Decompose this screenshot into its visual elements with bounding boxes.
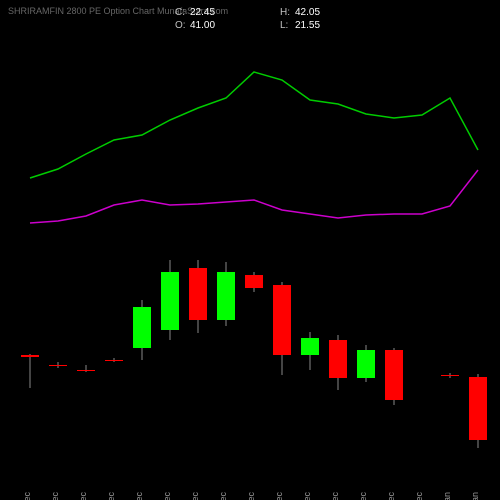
x-axis-label: 26 Dec <box>330 492 340 500</box>
candle-body <box>77 370 95 371</box>
candle-body <box>329 340 347 378</box>
x-axis-label: 24 Dec <box>302 492 312 500</box>
close-value: 22.45 <box>190 7 215 18</box>
x-axis-label: 01 Jan <box>442 492 452 500</box>
candle-body <box>441 375 459 376</box>
x-axis-label: 31 Dec <box>414 492 424 500</box>
high-value: 42.05 <box>295 7 320 18</box>
candle-body <box>217 272 235 320</box>
x-axis-label: 02 Jan <box>470 492 480 500</box>
candle-body <box>189 268 207 320</box>
x-axis-label: 06 Dec <box>106 492 116 500</box>
x-axis-label: 03 Dec <box>22 492 32 500</box>
low-label: L: <box>280 20 288 31</box>
open-label: O: <box>175 20 186 31</box>
candle-body <box>469 377 487 440</box>
x-axis-label: 18 Dec <box>190 492 200 500</box>
x-axis-label: 04 Dec <box>50 492 60 500</box>
x-axis-label: 27 Dec <box>358 492 368 500</box>
candle-body <box>105 360 123 361</box>
candle-body <box>133 307 151 348</box>
candle-body <box>49 365 67 366</box>
open-value: 41.00 <box>190 20 215 31</box>
x-axis-label: 20 Dec <box>246 492 256 500</box>
x-axis-label: 19 Dec <box>218 492 228 500</box>
candle-body <box>21 355 39 357</box>
candle-body <box>245 275 263 288</box>
candle-body <box>161 272 179 330</box>
x-axis-label: 17 Dec <box>162 492 172 500</box>
options-chart: SHRIRAMFIN 2800 PE Option Chart MunafaSu… <box>0 0 500 500</box>
x-axis-label: 05 Dec <box>78 492 88 500</box>
candle-body <box>385 350 403 400</box>
close-label: C: <box>175 7 185 18</box>
candle-body <box>357 350 375 378</box>
candle-body <box>301 338 319 355</box>
x-axis-label: 30 Dec <box>386 492 396 500</box>
x-axis-label: 23 Dec <box>274 492 284 500</box>
high-label: H: <box>280 7 290 18</box>
low-value: 21.55 <box>295 20 320 31</box>
candle-body <box>273 285 291 355</box>
x-axis-label: 12 Dec <box>134 492 144 500</box>
